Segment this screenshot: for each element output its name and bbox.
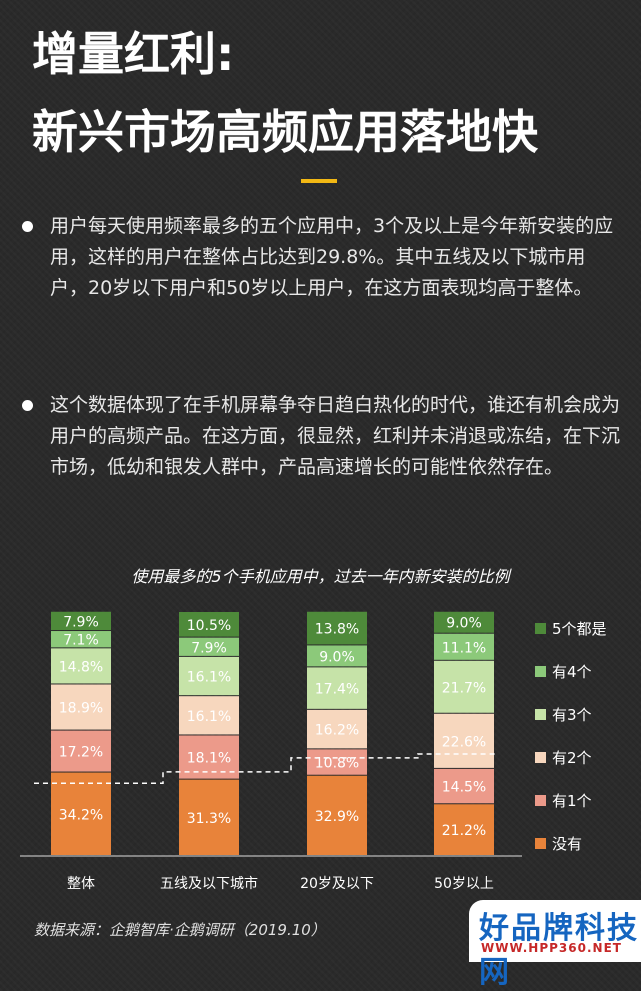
bar-value-label: 17.4%	[315, 682, 359, 698]
title-line-1: 增量红利:	[32, 27, 235, 81]
bar-segment	[51, 648, 111, 684]
bar-value-label: 10.8%	[315, 756, 359, 772]
bar-value-label: 32.9%	[315, 809, 359, 825]
bar-value-label: 17.2%	[59, 745, 103, 761]
watermark-url: WWW.HPP360.NET	[481, 941, 622, 955]
bar-value-label: 21.2%	[442, 823, 486, 839]
legend-label: 有1个	[552, 792, 592, 810]
bar-segment	[434, 611, 494, 633]
bar-value-label: 10.5%	[187, 618, 231, 634]
bar-value-label: 18.1%	[187, 751, 231, 767]
bullet-item-2: 这个数据体现了在手机屏幕争夺日趋白热化的时代，谁还有机会成为用户的高频产品。在这…	[22, 390, 622, 483]
bar-segment	[51, 772, 111, 855]
bar-value-label: 22.6%	[442, 734, 486, 750]
reference-dashed-line	[34, 753, 498, 785]
bullet-text-1: 用户每天使用频率最多的五个应用中，3个及以上是今年新安装的应用，这样的用户在整体…	[50, 215, 614, 299]
bar-value-label: 11.1%	[442, 640, 486, 656]
bar-value-label: 7.9%	[63, 614, 99, 630]
bar-segment	[307, 611, 367, 645]
title-line-2: 新兴市场高频应用落地快	[32, 105, 538, 159]
bar-value-label: 7.1%	[63, 633, 99, 649]
bar-value-label: 18.9%	[59, 701, 103, 717]
bar-segment	[434, 713, 494, 768]
legend-swatch	[535, 838, 546, 849]
bar-value-label: 16.1%	[187, 709, 231, 725]
bar-value-label: 7.9%	[191, 640, 227, 656]
data-source: 数据来源：企鹅智库·企鹅调研（2019.10）	[34, 921, 326, 939]
bar-segment	[179, 656, 239, 696]
bar-segment	[179, 612, 239, 637]
bar-segment	[307, 667, 367, 709]
legend-swatch	[535, 623, 546, 634]
bullet-dot-icon	[22, 400, 33, 411]
bar-value-label: 14.5%	[442, 780, 486, 796]
bar-value-label: 16.1%	[187, 670, 231, 686]
legend-label: 有3个	[552, 706, 592, 724]
bullet-item-1: 用户每天使用频率最多的五个应用中，3个及以上是今年新安装的应用，这样的用户在整体…	[22, 211, 622, 304]
bar-value-label: 16.2%	[315, 723, 359, 739]
bar-segment	[179, 779, 239, 855]
bar-segment	[307, 645, 367, 667]
category-label: 五线及以下城市	[160, 875, 258, 892]
bar-segment	[51, 631, 111, 648]
bar-segment	[307, 749, 367, 775]
bar-value-label: 21.7%	[442, 680, 486, 696]
legend-swatch	[535, 752, 546, 763]
legend-label: 有4个	[552, 663, 592, 681]
bar-value-label: 9.0%	[319, 649, 355, 665]
legend-label: 有2个	[552, 749, 592, 767]
bar-segment	[307, 709, 367, 749]
bar-value-label: 14.8%	[59, 659, 103, 675]
bullet-text-2: 这个数据体现了在手机屏幕争夺日趋白热化的时代，谁还有机会成为用户的高频产品。在这…	[50, 394, 621, 478]
category-label: 50岁以上	[434, 876, 494, 892]
bar-value-label: 31.3%	[187, 811, 231, 827]
bar-value-label: 9.0%	[446, 616, 482, 632]
bar-segment	[307, 775, 367, 855]
bar-segment	[51, 684, 111, 730]
bar-segment	[434, 768, 494, 804]
stacked-bar-chart: 34.2% 17.2% 18.9% 14.8% 7.1% 7.9% 整体 31.3% 18.1%…	[20, 611, 607, 892]
bar-segment	[434, 660, 494, 713]
bar-segment	[51, 730, 111, 772]
legend-swatch	[535, 795, 546, 806]
legend-swatch	[535, 666, 546, 677]
bar-segment	[179, 696, 239, 735]
bar-value-label: 34.2%	[59, 807, 103, 823]
legend-swatch	[535, 709, 546, 720]
category-label: 20岁及以下	[300, 876, 374, 892]
category-label: 整体	[67, 876, 95, 892]
chart-title: 使用最多的5个手机应用中，过去一年内新安装的比例	[131, 567, 510, 586]
bar-segment	[434, 804, 494, 855]
bar-value-label: 13.8%	[315, 622, 359, 638]
legend-label: 没有	[552, 835, 582, 853]
bar-segment	[179, 637, 239, 656]
bar-segment	[51, 611, 111, 631]
bar-segment	[434, 633, 494, 660]
title-divider	[301, 179, 337, 183]
bullet-dot-icon	[22, 221, 33, 232]
legend-label: 5个都是	[552, 620, 607, 638]
watermark-logo: 好品牌科技网 WWW.HPP360.NET	[469, 900, 641, 990]
